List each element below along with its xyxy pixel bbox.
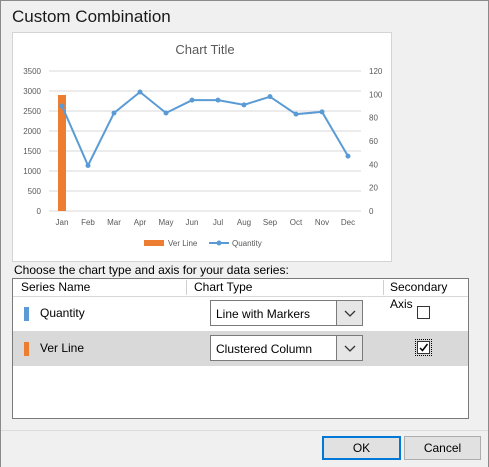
y2-tick-label: 20	[369, 184, 378, 193]
x-tick-label: May	[158, 218, 173, 227]
dropdown-button[interactable]	[336, 301, 362, 325]
series-color-swatch	[24, 342, 29, 356]
y2-tick-label: 100	[369, 90, 383, 99]
line-marker	[85, 163, 91, 168]
ok-button[interactable]: OK	[322, 436, 401, 460]
chart-title: Chart Title	[175, 42, 234, 57]
y-tick-label: 1500	[23, 147, 41, 156]
x-tick-label: Jun	[186, 218, 199, 227]
cancel-button[interactable]: Cancel	[404, 436, 481, 460]
y-tick-label: 2000	[23, 127, 41, 136]
legend-label: Quantity	[232, 239, 262, 248]
y-tick-label: 0	[37, 207, 42, 216]
series-name: Ver Line	[40, 341, 85, 355]
chart-type-select[interactable]: Line with Markers	[210, 300, 363, 326]
chart-type-select[interactable]: Clustered Column	[210, 335, 363, 361]
check-mark-icon	[419, 343, 429, 352]
line-marker	[345, 153, 351, 159]
secondary-axis-checkbox[interactable]	[415, 339, 432, 356]
y-tick-label: 3500	[23, 67, 41, 76]
chart-svg: Chart Title 0 500 1000 1500 2000 2500 3000 3500 0…	[23, 42, 383, 248]
x-tick-label: Apr	[134, 218, 147, 227]
line-marker	[215, 97, 221, 103]
series-name: Quantity	[40, 306, 85, 320]
legend-swatch-bar	[144, 240, 164, 246]
dialog-title: Custom Combination	[12, 7, 171, 26]
series-line	[61, 90, 349, 168]
chart-type-value: Line with Markers	[216, 307, 311, 321]
line-marker	[59, 103, 65, 109]
y2-tick-label: 120	[369, 67, 383, 76]
line-marker	[137, 89, 143, 95]
line-marker	[111, 110, 117, 116]
series-row-ver-line[interactable]: Ver Line Clustered Column	[13, 331, 468, 366]
chevron-down-icon	[344, 310, 356, 317]
legend-marker	[216, 240, 222, 246]
legend-label: Ver Line	[168, 239, 198, 248]
x-tick-label: Oct	[290, 218, 303, 227]
bar	[58, 95, 66, 211]
header-separator	[383, 280, 384, 295]
line-marker	[163, 110, 169, 116]
y2-tick-label: 0	[369, 207, 374, 216]
header-chart-type: Chart Type	[194, 280, 253, 294]
x-tick-label: Jan	[56, 218, 69, 227]
x-tick-label: Jul	[213, 218, 223, 227]
line-marker	[189, 97, 195, 103]
instruction-text: Choose the chart type and axis for your …	[14, 263, 289, 277]
x-tick-label: Aug	[237, 218, 251, 227]
chevron-down-icon	[344, 345, 356, 352]
x-tick-label: Sep	[263, 218, 278, 227]
x-tick-label: Nov	[315, 218, 329, 227]
x-tick-label: Mar	[107, 218, 121, 227]
series-table: Series Name Chart Type Secondary Axis Qu…	[12, 278, 469, 419]
y-tick-label: 1000	[23, 167, 41, 176]
dropdown-button[interactable]	[336, 336, 362, 360]
line-marker	[293, 111, 299, 117]
x-tick-label: Dec	[341, 218, 355, 227]
chart-type-value: Clustered Column	[216, 342, 313, 356]
line-marker	[241, 102, 247, 108]
y-tick-label: 3000	[23, 87, 41, 96]
y-tick-label: 500	[28, 187, 42, 196]
x-tick-label: Feb	[81, 218, 95, 227]
y2-tick-label: 40	[369, 160, 378, 169]
y2-tick-label: 60	[369, 137, 378, 146]
series-color-swatch	[24, 307, 29, 321]
header-divider	[13, 296, 468, 297]
y2-tick-label: 80	[369, 114, 378, 123]
header-separator	[186, 280, 187, 295]
header-series-name: Series Name	[21, 280, 91, 294]
header-secondary-axis: Secondary Axis	[390, 280, 448, 311]
y-tick-label: 2500	[23, 107, 41, 116]
line-marker	[319, 109, 325, 115]
chart-preview: Chart Title 0 500 1000 1500 2000 2500 3000 3500 0…	[12, 32, 392, 262]
line-marker	[267, 94, 273, 100]
secondary-axis-checkbox[interactable]	[417, 306, 430, 319]
series-row-quantity[interactable]: Quantity Line with Markers	[13, 296, 468, 331]
